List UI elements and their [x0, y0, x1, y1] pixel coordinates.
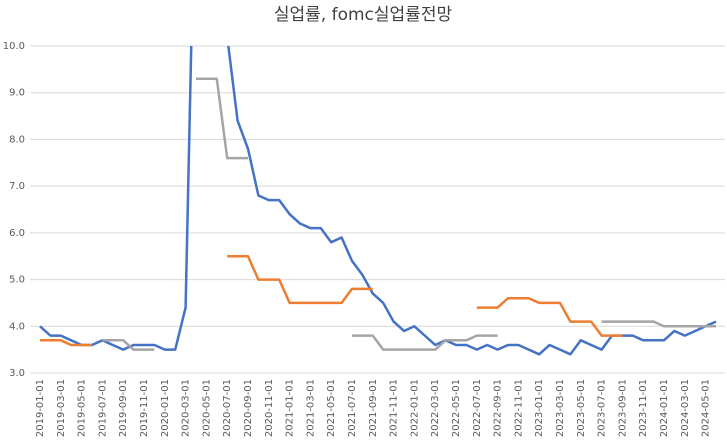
x-tick-label: 2021-11-01 — [389, 379, 400, 437]
y-tick-label: 3.0 — [9, 368, 25, 379]
x-tick-label: 2020-03-01 — [181, 379, 192, 437]
y-tick-label: 9.0 — [9, 88, 25, 99]
y-tick-label: 10.0 — [3, 41, 25, 52]
x-tick-label: 2019-03-01 — [56, 379, 67, 437]
x-tick-label: 2021-03-01 — [305, 379, 316, 437]
y-tick-label: 5.0 — [9, 275, 25, 286]
line-series — [39, 46, 717, 356]
chart-title: 실업률, fomc실업률전망 — [274, 5, 453, 25]
x-tick-label: 2023-07-01 — [597, 379, 608, 437]
x-tick-label: 2024-05-01 — [701, 379, 712, 437]
x-tick-label: 2022-09-01 — [493, 379, 504, 437]
x-tick-label: 2022-01-01 — [409, 379, 420, 437]
x-tick-label: 2021-07-01 — [347, 379, 358, 437]
x-tick-label: 2023-01-01 — [534, 379, 545, 437]
x-tick-label: 2023-05-01 — [576, 379, 587, 437]
x-tick-label: 2022-07-01 — [472, 379, 483, 437]
line-series — [40, 254, 623, 347]
plot-area — [39, 46, 717, 356]
x-tick-label: 2024-01-01 — [659, 379, 670, 437]
line-series — [102, 77, 716, 351]
y-tick-label: 7.0 — [9, 181, 25, 192]
x-tick-label: 2020-07-01 — [222, 379, 233, 437]
x-tick-label: 2020-05-01 — [201, 379, 212, 437]
x-tick-label: 2019-07-01 — [97, 379, 108, 437]
y-tick-label: 4.0 — [9, 321, 25, 332]
x-tick-label: 2024-03-01 — [680, 379, 691, 437]
x-tick-label: 2023-09-01 — [617, 379, 628, 437]
x-tick-label: 2022-11-01 — [513, 379, 524, 437]
y-tick-label: 8.0 — [9, 134, 25, 145]
x-tick-label: 2021-09-01 — [368, 379, 379, 437]
x-tick-label: 2021-05-01 — [326, 379, 337, 437]
x-tick-label: 2020-09-01 — [243, 379, 254, 437]
x-tick-label: 2019-01-01 — [35, 379, 46, 437]
x-tick-label: 2019-11-01 — [139, 379, 150, 437]
x-tick-label: 2020-01-01 — [160, 379, 171, 437]
x-tick-label: 2021-01-01 — [285, 379, 296, 437]
x-tick-label: 2019-05-01 — [77, 379, 88, 437]
x-tick-label: 2023-03-01 — [555, 379, 566, 437]
x-tick-label: 2020-11-01 — [264, 379, 275, 437]
x-tick-label: 2023-11-01 — [638, 379, 649, 437]
x-tick-label: 2019-09-01 — [118, 379, 129, 437]
x-tick-label: 2022-03-01 — [430, 379, 441, 437]
y-tick-label: 6.0 — [9, 228, 25, 239]
x-tick-label: 2022-05-01 — [451, 379, 462, 437]
